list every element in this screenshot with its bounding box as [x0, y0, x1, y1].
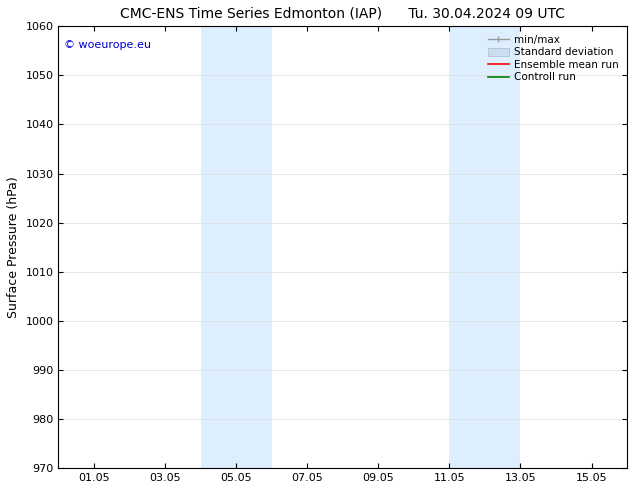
Y-axis label: Surface Pressure (hPa): Surface Pressure (hPa): [7, 176, 20, 318]
Legend: min/max, Standard deviation, Ensemble mean run, Controll run: min/max, Standard deviation, Ensemble me…: [485, 31, 622, 86]
Bar: [450, 26, 521, 468]
Text: © woeurope.eu: © woeurope.eu: [64, 40, 151, 49]
Title: CMC-ENS Time Series Edmonton (IAP)      Tu. 30.04.2024 09 UTC: CMC-ENS Time Series Edmonton (IAP) Tu. 3…: [120, 7, 566, 21]
Bar: [200, 26, 272, 468]
